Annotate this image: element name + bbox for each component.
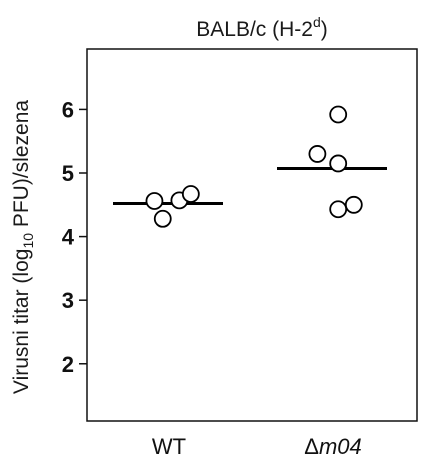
y-ticks: 2 3 4 5 6 (62, 97, 87, 377)
data-point (308, 145, 327, 163)
y-axis-label-subscript: 10 (20, 233, 36, 249)
y-tick-label: 2 (62, 352, 74, 377)
plot-frame (86, 48, 418, 422)
data-point (181, 185, 200, 203)
x-tick-label-dm04-prefix: Δ (304, 434, 319, 459)
y-axis-label: Virusni titar (log10 PFU)/slezena (10, 100, 36, 394)
chart-title-close: ) (321, 18, 328, 41)
x-tick-label-dm04-text: m04 (319, 434, 362, 459)
y-axis-label-post: PFU)/slezena (10, 100, 33, 233)
data-point (329, 200, 348, 219)
x-tick-label-dm04: Δm04 (304, 434, 362, 459)
y-axis-label-pre: Virusni titar (log (10, 249, 33, 395)
y-tick-label: 4 (62, 225, 75, 250)
chart-title: BALB/c (H-2d) (196, 14, 328, 41)
x-tick-label-wt-text: WT (152, 434, 186, 459)
data-point (344, 195, 363, 214)
data-point (153, 209, 172, 228)
data-points (145, 105, 363, 228)
y-tick-label: 6 (62, 97, 74, 122)
y-tick-label: 5 (62, 161, 74, 186)
y-tick-label: 3 (62, 288, 74, 313)
chart-title-main: BALB/c (H-2 (196, 18, 313, 41)
data-point (329, 154, 348, 173)
chart-title-superscript: d (313, 14, 321, 30)
x-tick-label-wt: WT (152, 434, 186, 459)
data-point (329, 105, 348, 124)
data-point (145, 192, 164, 210)
